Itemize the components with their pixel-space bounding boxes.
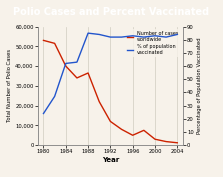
X-axis label: Year: Year [102, 157, 119, 163]
Y-axis label: Total Number of Polio Cases: Total Number of Polio Cases [7, 49, 12, 122]
Y-axis label: Percentage of Population Vaccinated: Percentage of Population Vaccinated [196, 38, 202, 134]
Legend: Number of cases
worldwide, % of population
vaccinated: Number of cases worldwide, % of populati… [126, 29, 180, 57]
Text: Polio Cases and Percent Vaccinated: Polio Cases and Percent Vaccinated [13, 7, 210, 16]
